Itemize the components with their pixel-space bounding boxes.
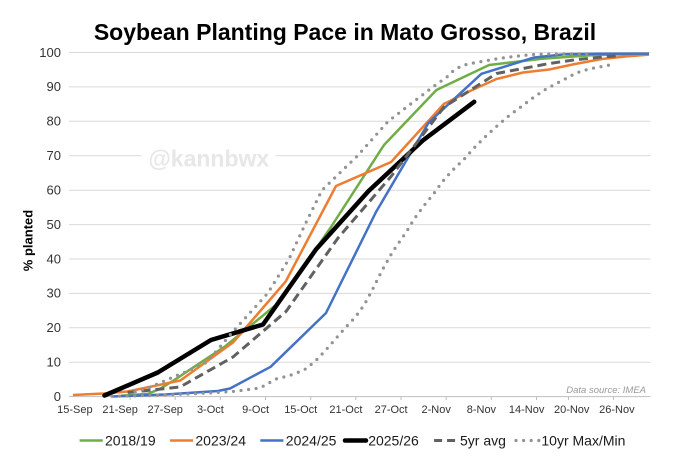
svg-text:2025/26: 2025/26 [368,432,419,448]
svg-text:2018/19: 2018/19 [105,432,156,448]
svg-text:20: 20 [47,320,61,335]
svg-text:80: 80 [47,114,61,129]
svg-text:14-Nov: 14-Nov [509,404,545,416]
svg-text:Soybean Planting Pace in Mato: Soybean Planting Pace in Mato Grosso, Br… [94,19,596,45]
svg-text:5yr avg: 5yr avg [460,432,506,448]
svg-text:2023/24: 2023/24 [195,432,246,448]
svg-text:% planted: % planted [21,210,36,271]
svg-text:90: 90 [47,79,61,94]
svg-text:27-Sep: 27-Sep [147,404,182,416]
svg-text:15-Sep: 15-Sep [57,404,92,416]
svg-text:3-Oct: 3-Oct [197,404,224,416]
svg-text:100: 100 [39,45,61,60]
svg-text:2-Nov: 2-Nov [422,404,452,416]
svg-text:21-Sep: 21-Sep [102,404,137,416]
svg-text:30: 30 [47,286,61,301]
svg-text:@kannbwx: @kannbwx [148,146,269,172]
svg-text:50: 50 [47,217,61,232]
svg-text:20-Nov: 20-Nov [554,404,590,416]
svg-text:26-Nov: 26-Nov [599,404,635,416]
svg-text:70: 70 [47,148,61,163]
svg-text:10yr Max/Min: 10yr Max/Min [541,432,625,448]
svg-text:60: 60 [47,183,61,198]
svg-text:27-Oct: 27-Oct [375,404,408,416]
svg-text:40: 40 [47,251,61,266]
svg-text:15-Oct: 15-Oct [284,404,317,416]
svg-text:8-Nov: 8-Nov [467,404,497,416]
svg-text:Data source: IMEA: Data source: IMEA [566,385,646,396]
svg-text:2024/25: 2024/25 [286,432,337,448]
svg-text:10: 10 [47,355,61,370]
svg-text:21-Oct: 21-Oct [329,404,362,416]
svg-text:0: 0 [54,389,61,404]
svg-text:9-Oct: 9-Oct [242,404,269,416]
